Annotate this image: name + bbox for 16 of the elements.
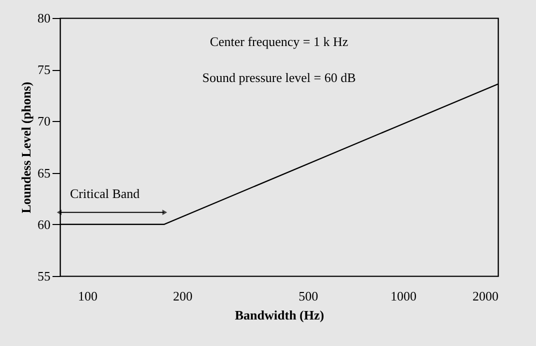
y-tick-label: 80 (38, 10, 50, 26)
x-tick-label: 500 (298, 288, 318, 304)
y-tick-label: 75 (38, 62, 50, 78)
y-tick-label: 70 (38, 114, 50, 129)
y-tick-label: 60 (38, 216, 50, 232)
annotation: Critical Band (70, 186, 140, 201)
x-tick-label: 200 (173, 288, 193, 304)
y-axis-title: Loundess Level (phons) (18, 82, 34, 214)
x-axis-title: Bandwidth (Hz) (234, 308, 324, 322)
x-tick-label: 1000 (390, 288, 416, 304)
annotation: Sound pressure level = 60 dB (202, 70, 356, 85)
y-tick-label: 65 (38, 165, 50, 180)
x-tick-label: 2000 (472, 288, 498, 304)
x-tick-label: 100 (78, 288, 98, 304)
y-tick-label: 55 (38, 268, 50, 284)
annotation: Center frequency = 1 k Hz (210, 34, 348, 49)
